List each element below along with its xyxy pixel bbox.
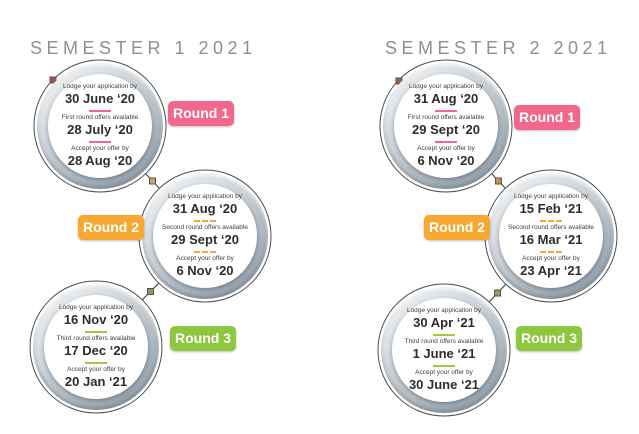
semester-1-title: SEMESTER 1 2021 [30,38,257,59]
round-1-circle: Lodge your application by 31 Aug ‘20 Fir… [383,63,509,189]
divider [89,109,111,112]
round-3-circle: Lodge your application by 30 Apr ‘21 Thi… [381,287,507,413]
divider [540,219,562,222]
entry-label: Accept your offer by [415,369,473,377]
entry-date: 15 Feb ‘21 [519,201,583,217]
entry-label: Third round offers available [56,334,136,342]
entry-label: Lodge your application by [408,82,484,90]
circle-outline [377,283,511,417]
round-3-circle: Lodge your application by 16 Nov ‘20 Thi… [33,284,159,410]
round-3-circle-content: Lodge your application by 30 Apr ‘21 Thi… [392,298,496,402]
entry-date: 6 Nov ‘20 [176,263,234,279]
entry-date: 31 Aug ‘20 [413,91,479,107]
entry-date: 30 June ‘21 [408,377,480,393]
entry-date: 20 Jan ‘21 [64,374,128,390]
entry-label: Lodge your application by [513,192,589,200]
entry-date: 16 Nov ‘20 [63,312,129,328]
circle-outline [29,280,163,414]
circle-outline [379,59,513,193]
round-2-tag: Round 2 [424,215,490,240]
entry-label: Lodge your application by [58,303,134,311]
entry-date: 29 Sept ‘20 [171,232,239,248]
round-2-tag: Round 2 [78,215,144,240]
connector-node [147,288,154,295]
round-3-tag: Round 3 [170,326,236,351]
divider [85,330,107,333]
entry-date: 30 Apr ‘21 [413,315,475,331]
entry-date: 30 June ‘20 [64,91,136,107]
round-2-circle-content: Lodge your application by 31 Aug ‘20 Sec… [153,184,257,288]
round-3-tag: Round 3 [516,326,582,351]
entry-label: Second round offers available [162,223,248,231]
round-1-circle-content: Lodge your application by 30 June ‘20 Fi… [48,74,152,178]
round-3-circle-content: Lodge your application by 16 Nov ‘20 Thi… [44,295,148,399]
round-1-tag: Round 1 [168,101,234,126]
round-1-circle-content: Lodge your application by 31 Aug ‘20 Fir… [394,74,498,178]
entry-date: 28 July ‘20 [67,122,133,138]
divider [194,251,216,254]
entry-date: 29 Sept ‘20 [412,122,480,138]
divider [435,141,457,144]
entry-label: Third round offers available [404,337,484,345]
entry-label: Accept your offer by [176,255,234,263]
divider [194,219,216,222]
entry-label: Accept your offer by [71,145,129,153]
entry-date: 23 Apr ‘21 [520,263,582,279]
entry-label: Lodge your application by [406,306,482,314]
divider [433,365,455,368]
round-2-circle-content: Lodge your application by 15 Feb ‘21 Sec… [499,184,603,288]
divider [433,333,455,336]
entry-label: First round offers available [61,113,139,121]
entry-label: Accept your offer by [417,145,475,153]
entry-date: 1 June ‘21 [412,346,476,362]
entry-date: 28 Aug ‘20 [67,153,133,169]
entry-label: Lodge your application by [62,82,138,90]
round-2-circle: Lodge your application by 31 Aug ‘20 Sec… [142,173,268,299]
entry-date: 16 Mar ‘21 [519,232,583,248]
divider [540,251,562,254]
entry-label: Accept your offer by [67,366,125,374]
entry-label: Lodge your application by [167,192,243,200]
divider [435,109,457,112]
connector-node [495,177,502,185]
entry-date: 17 Dec ‘20 [64,343,128,359]
round-2-circle: Lodge your application by 15 Feb ‘21 Sec… [488,173,614,299]
entry-label: First round offers available [407,113,485,121]
entry-label: Second round offers available [508,223,594,231]
connector-node [149,177,156,185]
entry-label: Accept your offer by [522,255,580,263]
entry-date: 31 Aug ‘20 [172,201,238,217]
connector-node [494,289,501,297]
semester-2-title: SEMESTER 2 2021 [385,38,612,59]
circle-outline [33,59,167,193]
round-1-tag: Round 1 [514,105,580,130]
entry-date: 6 Nov ‘20 [417,153,475,169]
divider [85,362,107,365]
divider [89,141,111,144]
round-1-circle: Lodge your application by 30 June ‘20 Fi… [37,63,163,189]
